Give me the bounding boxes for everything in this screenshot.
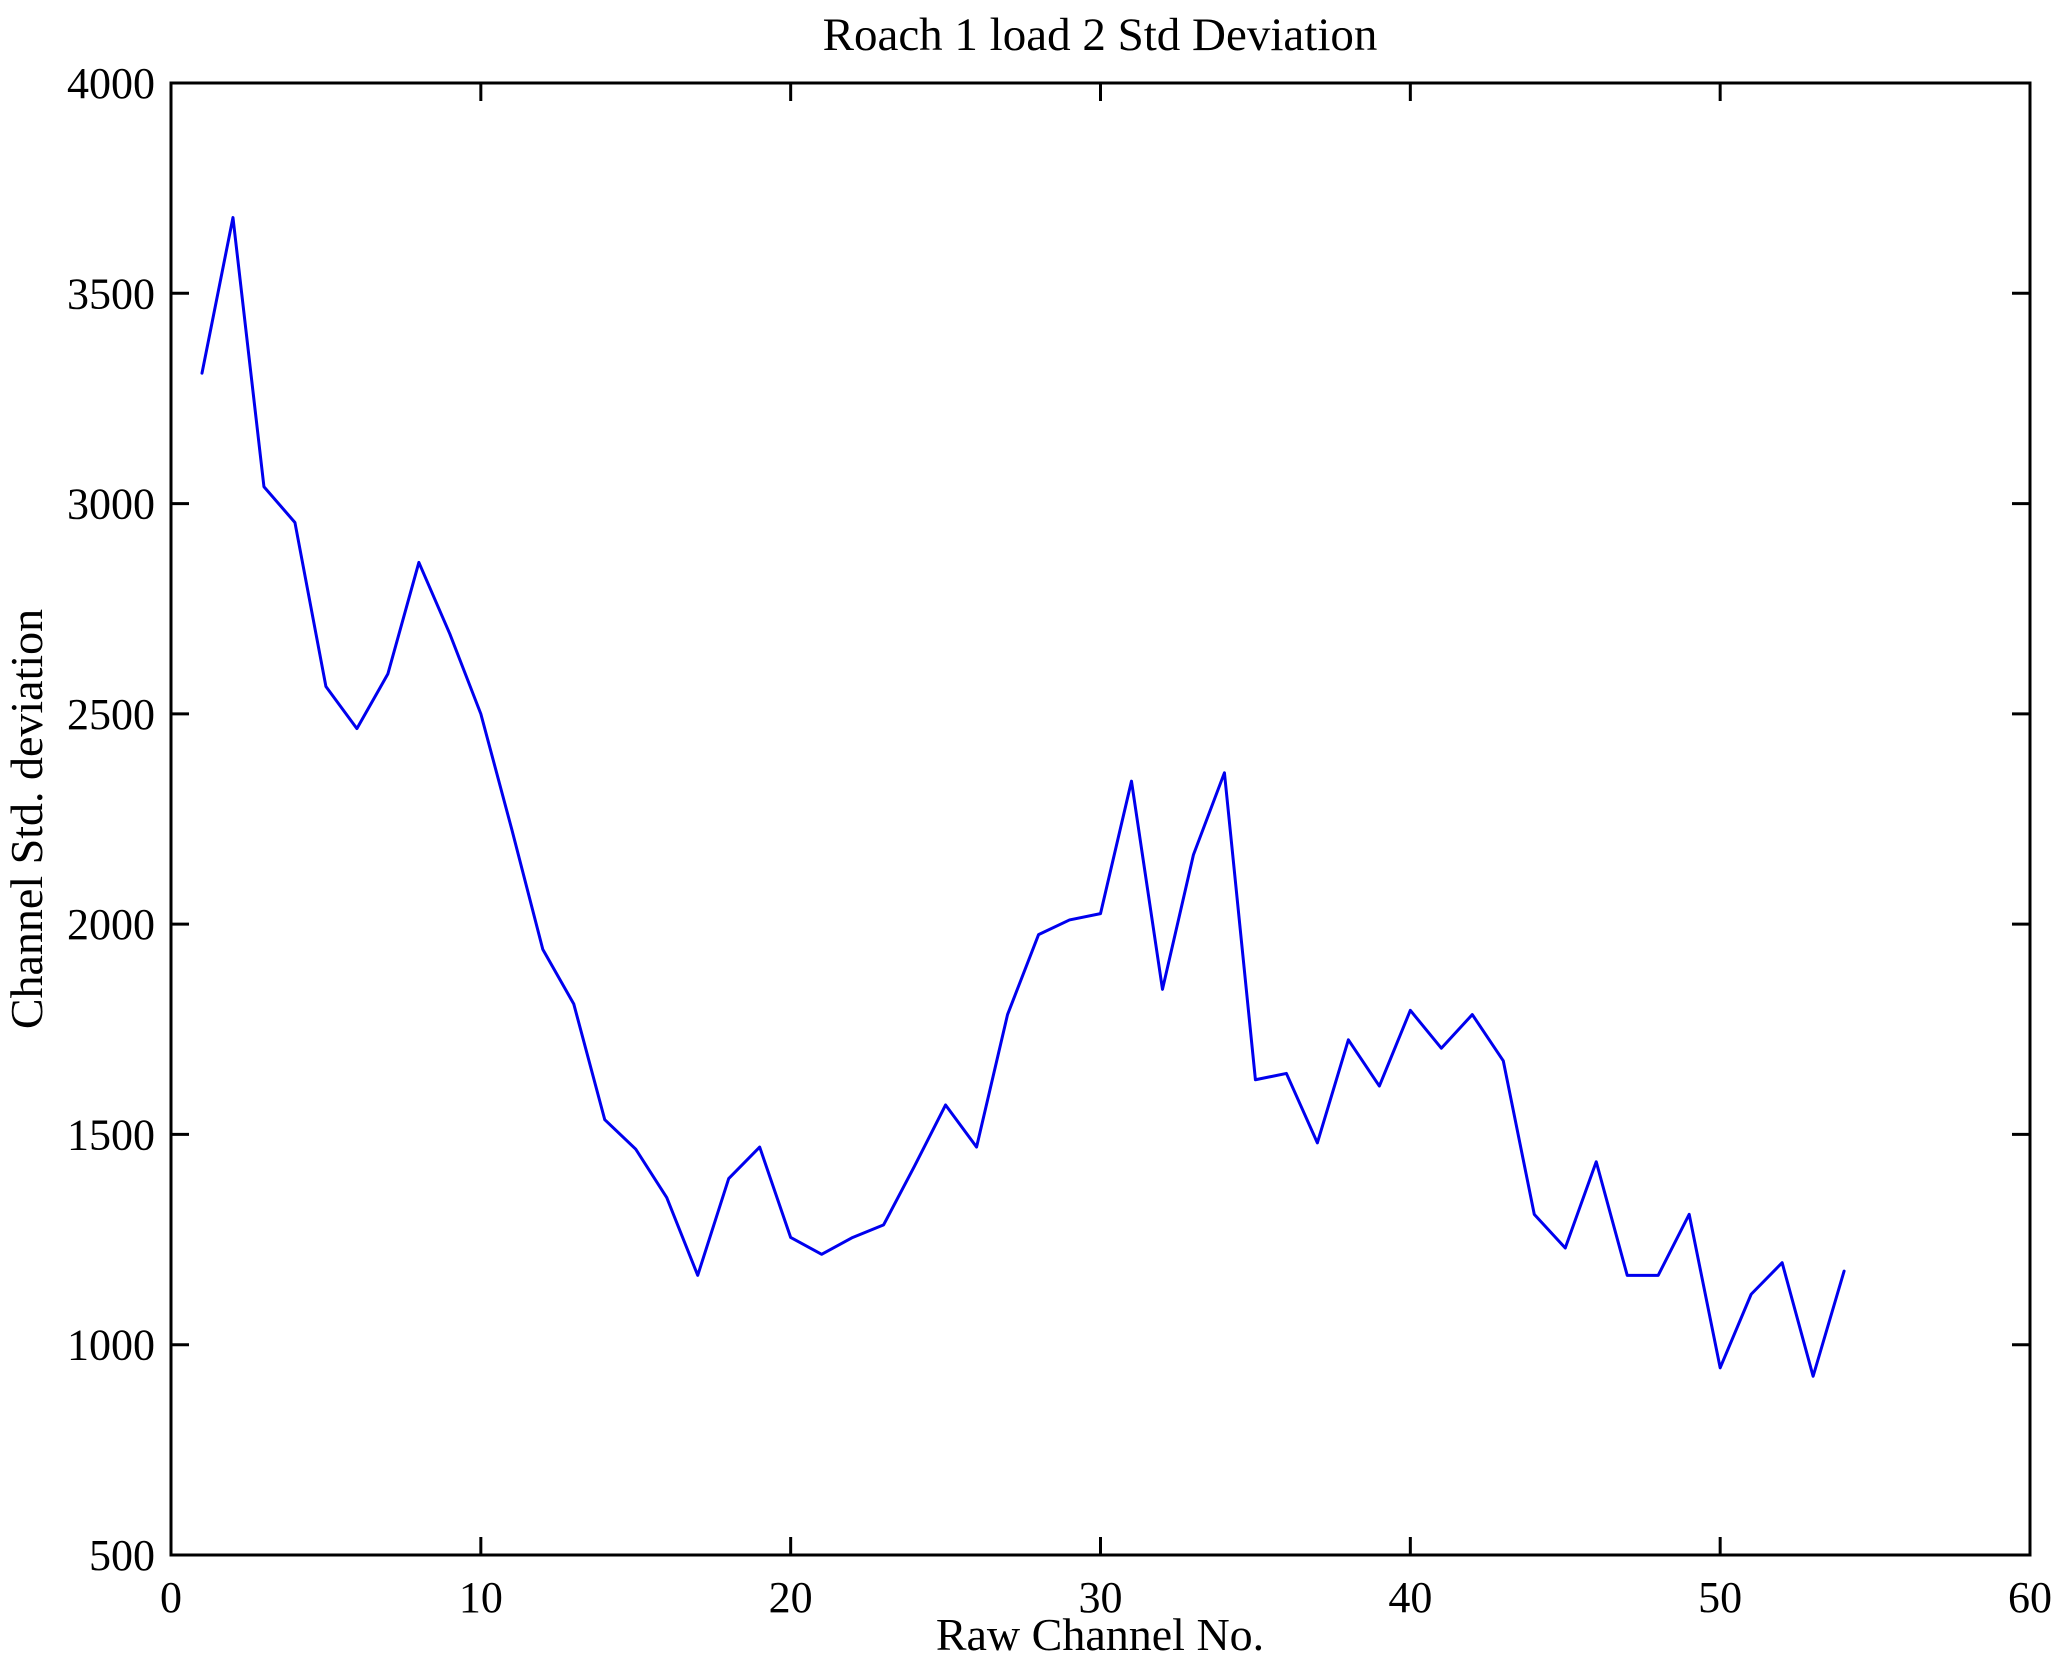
y-tick-label: 1000: [67, 1321, 155, 1370]
axis-ticks: [169, 81, 2032, 1557]
x-tick-label: 60: [2008, 1573, 2052, 1622]
plot-area-frame: [169, 81, 2032, 1557]
y-tick-label: 4000: [67, 59, 155, 108]
y-tick-label: 2500: [67, 690, 155, 739]
y-tick-label: 1500: [67, 1110, 155, 1159]
y-tick-labels: 500 1000 1500 2000 2500 3000 3500 4000: [67, 59, 155, 1580]
x-tick-label: 50: [1698, 1573, 1742, 1622]
x-tick-labels: 0 10 20 30 40 50 60: [160, 1573, 2052, 1622]
x-tick-label: 0: [160, 1573, 182, 1622]
y-tick-label: 3500: [67, 269, 155, 318]
y-tick-label: 2000: [67, 900, 155, 949]
y-tick-label: 500: [89, 1531, 155, 1580]
y-axis-label: Channel Std. deviation: [1, 609, 52, 1029]
x-tick-label: 40: [1388, 1573, 1432, 1622]
x-tick-label: 20: [769, 1573, 813, 1622]
x-tick-label: 30: [1079, 1573, 1123, 1622]
chart-title: Roach 1 load 2 Std Deviation: [823, 9, 1378, 61]
data-line-series: [200, 216, 1846, 1378]
x-tick-label: 10: [459, 1573, 503, 1622]
y-tick-label: 3000: [67, 480, 155, 529]
x-axis-label: Raw Channel No.: [936, 1609, 1264, 1660]
